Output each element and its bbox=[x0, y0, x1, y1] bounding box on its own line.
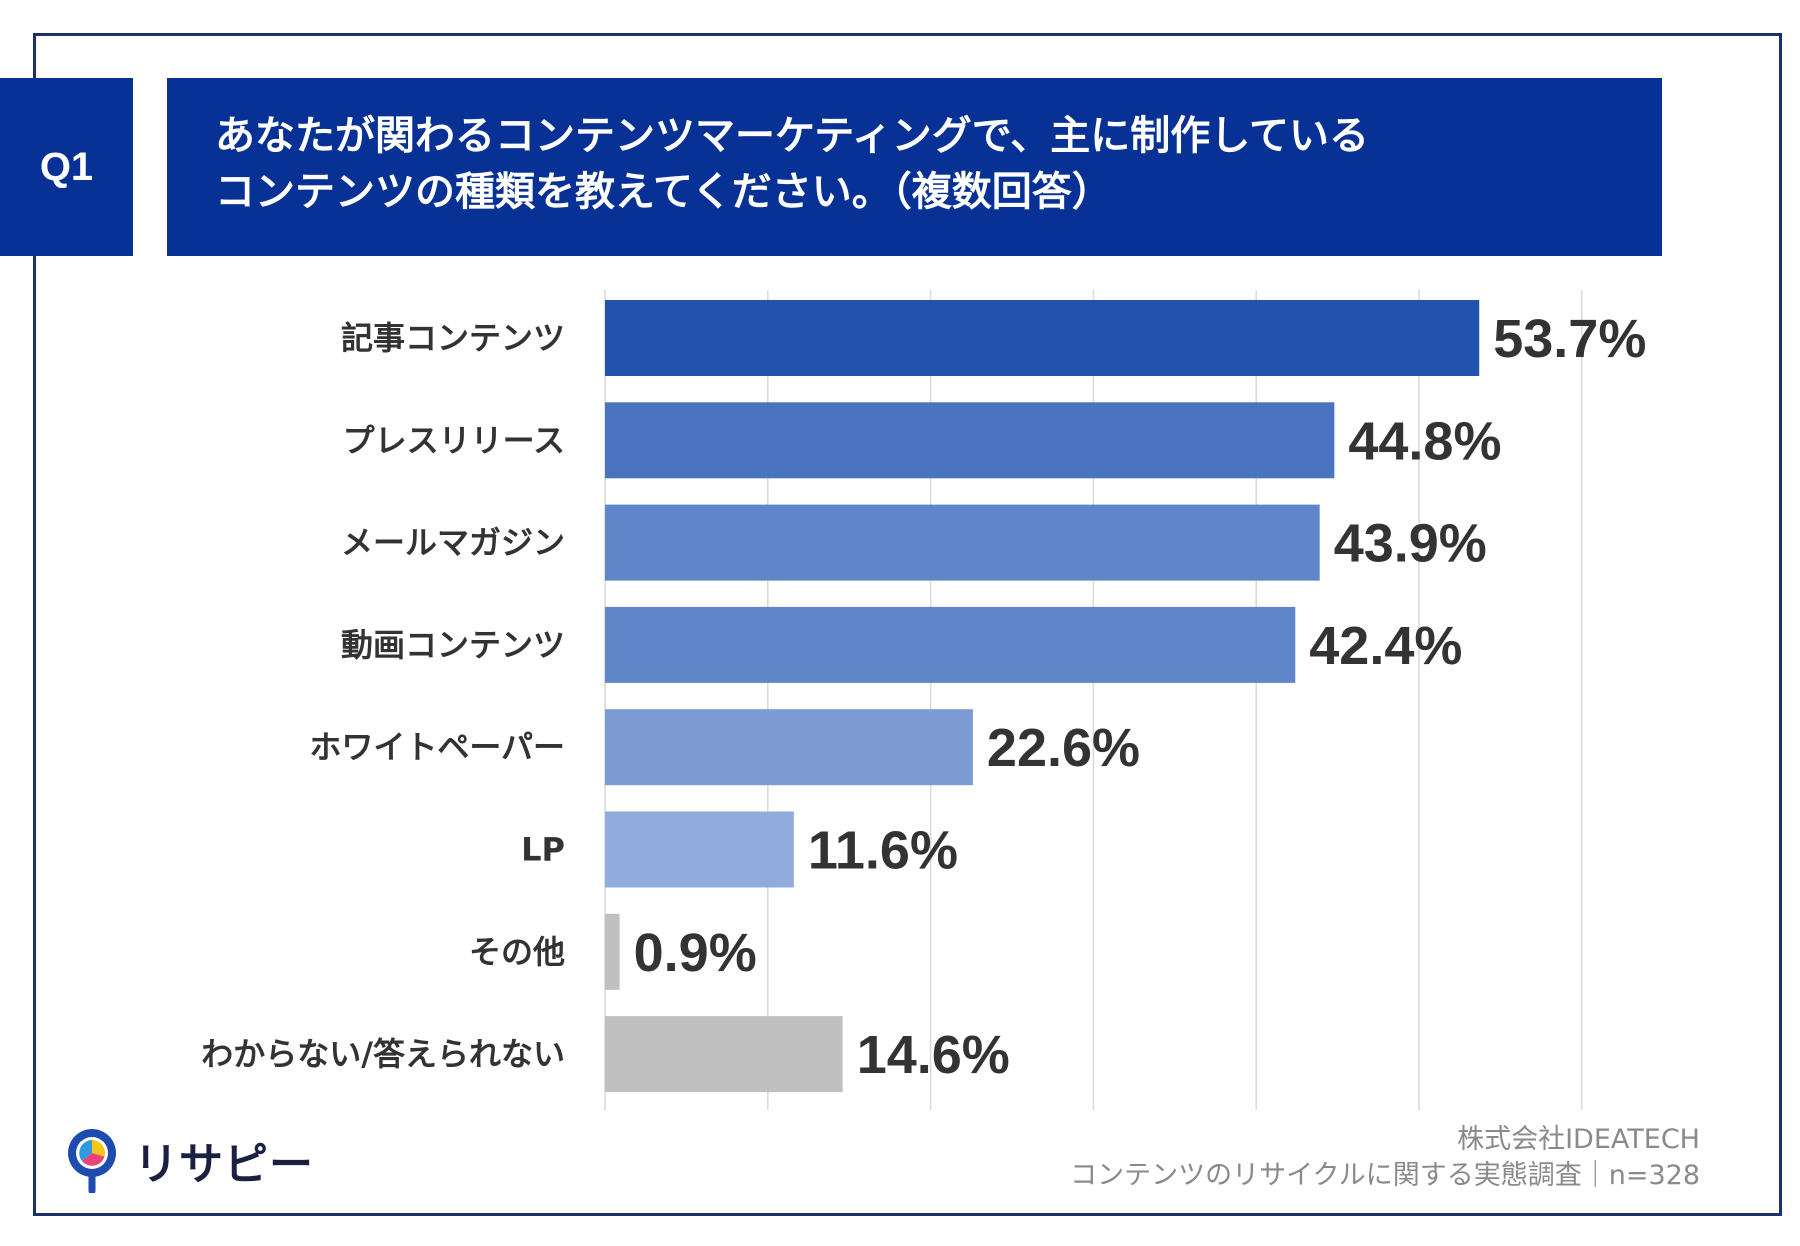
logo-text: リサピー bbox=[134, 1139, 314, 1190]
bar-3 bbox=[605, 504, 1320, 581]
credit-survey: コンテンツのリサイクルに関する実態調査｜n=328 bbox=[1070, 1160, 1700, 1191]
category-label: わからない/答えられない bbox=[201, 1035, 565, 1073]
category-label: その他 bbox=[469, 933, 565, 971]
value-label: 22.6% bbox=[987, 718, 1140, 778]
question-banner: あなたが関わるコンテンツマーケティングで、主に制作している コンテンツの種類を教… bbox=[167, 78, 1662, 256]
bar-7 bbox=[605, 913, 620, 990]
question-badge: Q1 bbox=[0, 78, 133, 256]
category-label: LP bbox=[521, 831, 565, 869]
bar-1 bbox=[605, 300, 1480, 376]
bar-5 bbox=[605, 709, 973, 786]
credit-company: 株式会社IDEATECH bbox=[1457, 1124, 1700, 1155]
category-label: メールマガジン bbox=[341, 524, 565, 562]
category-label: 記事コンテンツ bbox=[341, 319, 565, 357]
brand-logo: リサピー bbox=[64, 1127, 314, 1193]
map-pin-pie-icon bbox=[68, 1129, 116, 1193]
bar-4 bbox=[605, 606, 1296, 683]
value-label: 0.9% bbox=[634, 923, 757, 983]
question-line-1: あなたが関わるコンテンツマーケティングで、主に制作している bbox=[215, 113, 1369, 159]
category-label: ホワイトペーパー bbox=[309, 728, 565, 766]
value-label: 44.8% bbox=[1348, 411, 1501, 471]
category-label: 動画コンテンツ bbox=[341, 626, 565, 664]
value-label: 53.7% bbox=[1493, 309, 1646, 369]
category-label: プレスリリース bbox=[343, 421, 565, 459]
value-label: 42.4% bbox=[1309, 616, 1462, 676]
source-credit: 株式会社IDEATECH コンテンツのリサイクルに関する実態調査｜n=328 bbox=[1070, 1122, 1700, 1194]
bar-8 bbox=[605, 1016, 843, 1093]
question-line-2: コンテンツの種類を教えてください。（複数回答） bbox=[215, 169, 1112, 215]
figure-frame bbox=[33, 33, 1782, 1216]
bar-6 bbox=[605, 811, 794, 888]
bar-2 bbox=[605, 402, 1335, 479]
value-label: 11.6% bbox=[808, 821, 958, 881]
value-label: 43.9% bbox=[1334, 514, 1487, 574]
value-label: 14.6% bbox=[857, 1025, 1010, 1085]
